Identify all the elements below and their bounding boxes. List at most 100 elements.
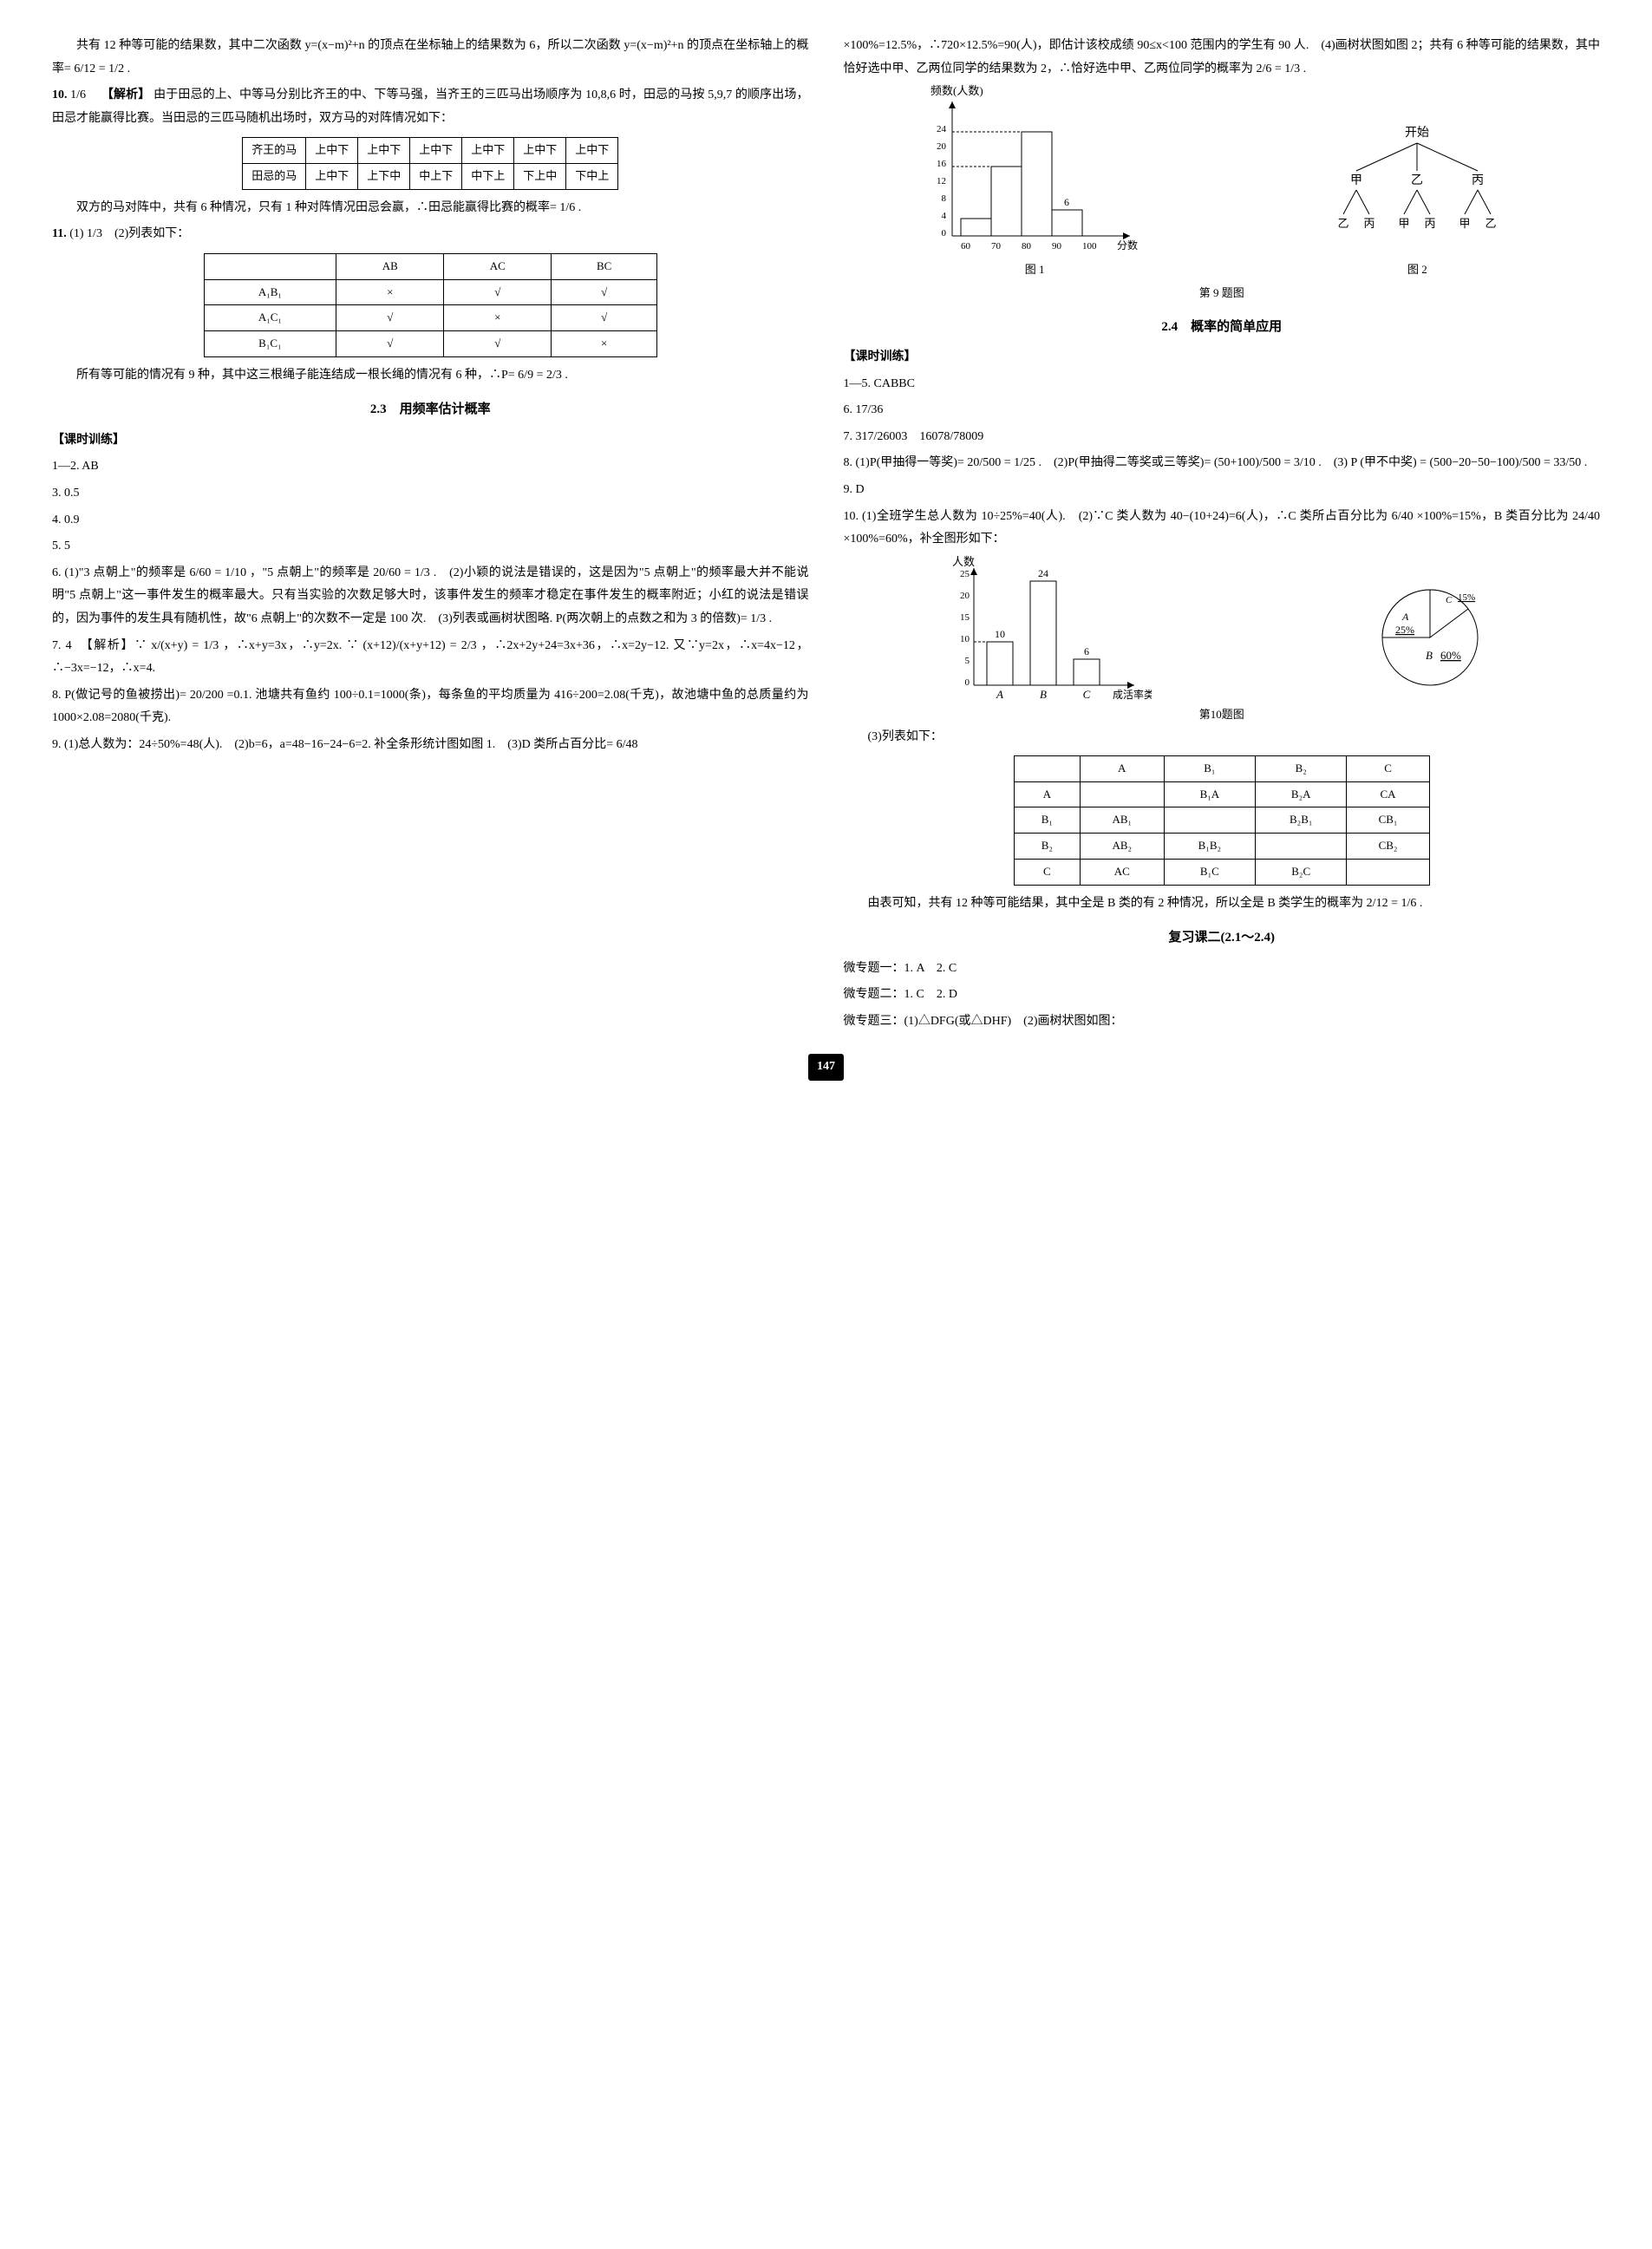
t3-c: CB₁ (1347, 807, 1429, 834)
q11-after: 所有等可能的情况有 9 种，其中这三根绳子能连结成一根长绳的情况有 6 种，∴P… (52, 364, 809, 388)
t1-c: 中上下 (410, 164, 462, 190)
arrow-icon (1127, 682, 1134, 689)
bar (1074, 659, 1100, 685)
para-intro: 共有 12 种等可能的结果数，其中二次函数 y=(x−m)²+n 的顶点在坐标轴… (52, 35, 809, 81)
edge (1404, 190, 1417, 214)
t2-c: √ (444, 279, 552, 305)
t3-c: A (1014, 781, 1080, 807)
page-content: 共有 12 种等可能的结果数，其中二次函数 y=(x−m)²+n 的顶点在坐标轴… (52, 35, 1600, 1036)
t3-h: C (1347, 756, 1429, 782)
xcat: B (1040, 688, 1047, 701)
q10-after: 双方的马对阵中，共有 6 种情况，只有 1 种对阵情况田忌会赢，∴田忌能赢得比赛… (52, 197, 809, 220)
t3-c: B₁A (1164, 781, 1255, 807)
bar (1030, 581, 1056, 685)
t2-h: AB (336, 253, 444, 279)
fig2-svg: 开始 甲 乙 丙 乙 丙 甲 丙 甲 (1313, 119, 1521, 258)
q10: 10. 1/6 【解析】 由于田忌的上、中等马分别比齐王的中、下等马强，当齐王的… (52, 84, 809, 130)
t2-h (204, 253, 336, 279)
fig2-caption: 图 2 (1313, 259, 1521, 281)
edge (1356, 143, 1417, 171)
q8: 8. P(做记号的鱼被捞出)= 20/200 =0.1. 池塘共有鱼约 100÷… (52, 684, 809, 730)
fig2-wrap: 开始 甲 乙 丙 乙 丙 甲 丙 甲 (1313, 119, 1521, 281)
right-column: ×100%=12.5%，∴720×12.5%=90(人)，即估计该校成绩 90≤… (844, 35, 1601, 1036)
tree-leaf: 丙 (1364, 217, 1375, 230)
ans-3: 3. 0.5 (52, 482, 809, 506)
tree-root: 开始 (1405, 126, 1429, 140)
t3-h: B₂ (1256, 756, 1347, 782)
bar-val: 6 (1084, 645, 1089, 657)
xtick: 90 (1052, 241, 1062, 252)
t2-c: √ (552, 305, 657, 331)
t2-h: BC (552, 253, 657, 279)
t1-c: 上中下 (462, 138, 514, 164)
edge (1465, 190, 1478, 214)
t3-c: B₁B₂ (1164, 834, 1255, 860)
t1-c: 上中下 (306, 164, 358, 190)
table-q11: AB AC BC A₁B₁ × √ √ A₁C₁ √ × √ B₁C₁ √ √ … (204, 253, 658, 357)
t3-c: B₂C (1256, 859, 1347, 885)
wz3: 微专题三：(1)△DFG(或△DHF) (2)画树状图如图： (844, 1010, 1601, 1034)
t1-c: 上中下 (514, 138, 566, 164)
q11-num: 11. (52, 227, 67, 240)
arrow-icon (949, 101, 956, 108)
t3-c: B₂A (1256, 781, 1347, 807)
ytick: 16 (937, 159, 947, 169)
tree-node: 丙 (1472, 174, 1484, 187)
ans-6: 6. 17/36 (844, 399, 1601, 422)
tree-node: 乙 (1411, 173, 1423, 187)
fig-row: 频数(人数) 0 4 8 12 16 20 24 (844, 84, 1601, 281)
t1-c: 田忌的马 (243, 164, 306, 190)
ans-4: 4. 0.9 (52, 509, 809, 533)
edge (1417, 143, 1478, 171)
t3-c: B₁ (1014, 807, 1080, 834)
ans-1-2: 1—2. AB (52, 455, 809, 479)
t3-c: CA (1347, 781, 1429, 807)
t2-c: √ (336, 305, 444, 331)
edge (1478, 190, 1491, 214)
t3-c: AC (1080, 859, 1164, 885)
fig1-svg: 频数(人数) 0 4 8 12 16 20 24 (922, 84, 1147, 258)
fig1-ylabel: 频数(人数) (930, 84, 983, 97)
fuxi-title: 复习课二(2.1～2.4) (844, 925, 1601, 951)
xcat: C (1083, 688, 1091, 701)
pie-pct: 60% (1440, 649, 1461, 662)
t3-c: B₁C (1164, 859, 1255, 885)
tree-node: 甲 (1350, 174, 1362, 187)
ans-7: 7. 317/26003 16078/78009 (844, 426, 1601, 449)
bar-label: 6 (1064, 196, 1069, 208)
xtick: 70 (991, 241, 1002, 252)
ytick: 15 (960, 612, 970, 623)
t2-c: × (444, 305, 552, 331)
tree-leaf: 丙 (1425, 217, 1436, 230)
tree-leaf: 乙 (1338, 217, 1349, 230)
keshi-label-r: 【课时训练】 (844, 346, 1601, 369)
bar-val: 24 (1038, 567, 1048, 579)
t3-h (1014, 756, 1080, 782)
arrow-icon (970, 568, 977, 575)
pie-label: B (1426, 649, 1433, 662)
tree-leaf: 甲 (1459, 217, 1471, 230)
fig10-xlabel: 成活率类别 (1113, 688, 1152, 701)
t2-c: A₁B₁ (204, 279, 336, 305)
t2-c: B₁C₁ (204, 331, 336, 357)
t1-c: 齐王的马 (243, 138, 306, 164)
edge (1356, 190, 1369, 214)
t2-c: A₁C₁ (204, 305, 336, 331)
bar (987, 642, 1013, 685)
fig10-ylabel: 人数 (952, 555, 975, 568)
pie-label: C (1446, 595, 1453, 605)
ytick: 20 (937, 141, 947, 152)
q10-r: 10. (1)全班学生总人数为 10÷25%=40(人). (2)∵C 类人数为… (844, 506, 1601, 552)
tree-leaf: 乙 (1485, 217, 1497, 230)
fig1-xlabel: 分数 (1117, 239, 1138, 252)
ytick: 5 (965, 656, 970, 666)
ytick: 0 (942, 228, 947, 239)
q6: 6. (1)"3 点朝上"的频率是 6/60 = 1/10 ，"5 点朝上"的频… (52, 562, 809, 631)
t3-c (1256, 834, 1347, 860)
bar (961, 219, 991, 236)
ytick: 25 (960, 569, 970, 579)
bar (1052, 210, 1082, 236)
table-q10-r: A B₁ B₂ C A B₁A B₂A CA B₁ AB₁ B₂B₁ CB₁ B… (1014, 755, 1430, 885)
t2-c: × (552, 331, 657, 357)
q8-r: 8. (1)P(甲抽得一等奖)= 20/500 = 1/25 . (2)P(甲抽… (844, 452, 1601, 475)
